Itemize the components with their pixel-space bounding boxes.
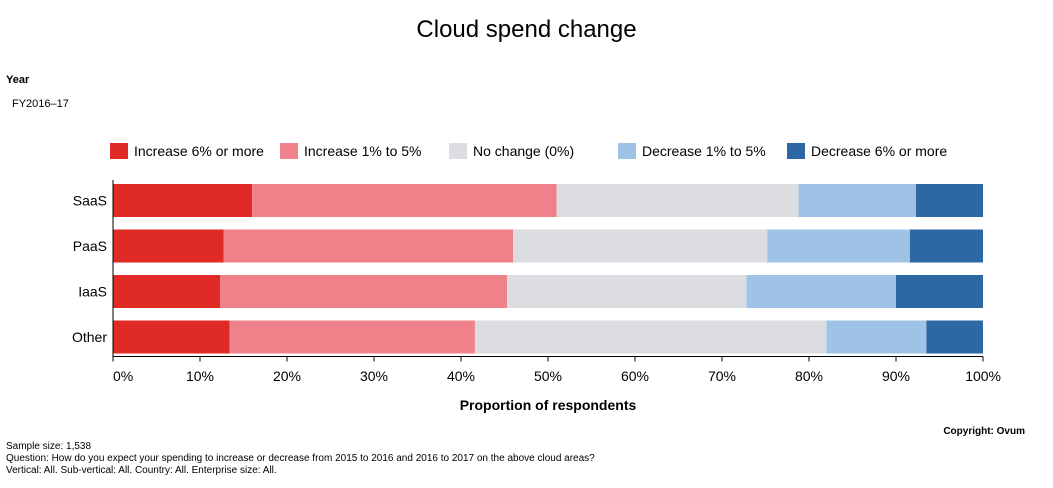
bar-paas-increase-6pct-or-more <box>113 229 224 263</box>
question-text: Question: How do you expect your spendin… <box>6 453 595 464</box>
bar-paas-decrease-1pct-to-5pct <box>767 229 910 263</box>
bar-saas-no-change-0pct <box>556 184 799 217</box>
bar-other-no-change-0pct <box>474 320 827 354</box>
x-tick-label: 90% <box>882 368 910 384</box>
x-tick-label: 50% <box>534 368 562 384</box>
bar-other-decrease-1pct-to-5pct <box>826 320 927 354</box>
category-label-other: Other <box>72 329 107 345</box>
bar-iaas-decrease-6pct-or-more <box>896 275 983 308</box>
bar-other-increase-6pct-or-more <box>113 320 230 354</box>
bars <box>113 184 983 354</box>
category-label-saas: SaaS <box>73 193 107 209</box>
legend-label-increase-6pct-or-more: Increase 6% or more <box>134 143 264 159</box>
legend-label-decrease-1pct-to-5pct: Decrease 1% to 5% <box>642 143 766 159</box>
legend-label-no-change-0pct: No change (0%) <box>473 143 574 159</box>
bar-other-decrease-6pct-or-more <box>926 320 983 354</box>
sample-size: Sample size: 1,538 <box>6 441 92 452</box>
legend-swatch-decrease-1pct-to-5pct <box>618 143 636 159</box>
chart-title: Cloud spend change <box>416 16 637 43</box>
bar-paas-decrease-6pct-or-more <box>909 229 983 263</box>
x-tick-label: 20% <box>273 368 301 384</box>
category-label-paas: PaaS <box>73 238 107 254</box>
legend: Increase 6% or more Increase 1% to 5% No c… <box>110 143 947 159</box>
legend-label-decrease-6pct-or-more: Decrease 6% or more <box>811 143 947 159</box>
bar-iaas-increase-6pct-or-more <box>113 275 221 308</box>
legend-swatch-increase-6pct-or-more <box>110 143 128 159</box>
bar-other-increase-1pct-to-5pct <box>229 320 475 354</box>
x-tick-label: 80% <box>795 368 823 384</box>
x-axis-title: Proportion of respondents <box>460 397 637 413</box>
year-filter-label: Year <box>6 74 30 86</box>
bar-paas-no-change-0pct <box>513 229 768 263</box>
y-axis-labels: SaaS PaaS IaaS Other <box>72 193 107 346</box>
legend-label-increase-1pct-to-5pct: Increase 1% to 5% <box>304 143 422 159</box>
bar-saas-increase-1pct-to-5pct <box>252 184 557 217</box>
bar-saas-decrease-1pct-to-5pct <box>798 184 917 217</box>
x-tick-label: 100% <box>965 368 1001 384</box>
category-label-iaas: IaaS <box>78 284 107 300</box>
bar-saas-decrease-6pct-or-more <box>916 184 983 217</box>
x-tick-label: 0% <box>113 368 133 384</box>
x-tick-label: 70% <box>708 368 736 384</box>
bar-iaas-decrease-1pct-to-5pct <box>746 275 896 308</box>
year-filter-value: FY2016–17 <box>12 98 69 110</box>
x-tick-label: 40% <box>447 368 475 384</box>
bar-iaas-no-change-0pct <box>507 275 747 308</box>
legend-swatch-increase-1pct-to-5pct <box>280 143 298 159</box>
x-axis: 0% 10% 20% 30% 40% 50% 60% 70% 80% 90% 100% Proport… <box>112 180 1001 413</box>
x-tick-label: 60% <box>621 368 649 384</box>
bar-saas-increase-6pct-or-more <box>113 184 253 217</box>
bar-iaas-increase-1pct-to-5pct <box>220 275 508 308</box>
legend-swatch-decrease-6pct-or-more <box>787 143 805 159</box>
filters-text: Vertical: All. Sub-vertical: All. Countr… <box>6 465 277 476</box>
bar-paas-increase-1pct-to-5pct <box>223 229 514 263</box>
x-tick-label: 30% <box>360 368 388 384</box>
copyright: Copyright: Ovum <box>943 426 1025 437</box>
x-tick-label: 10% <box>186 368 214 384</box>
legend-swatch-no-change-0pct <box>449 143 467 159</box>
